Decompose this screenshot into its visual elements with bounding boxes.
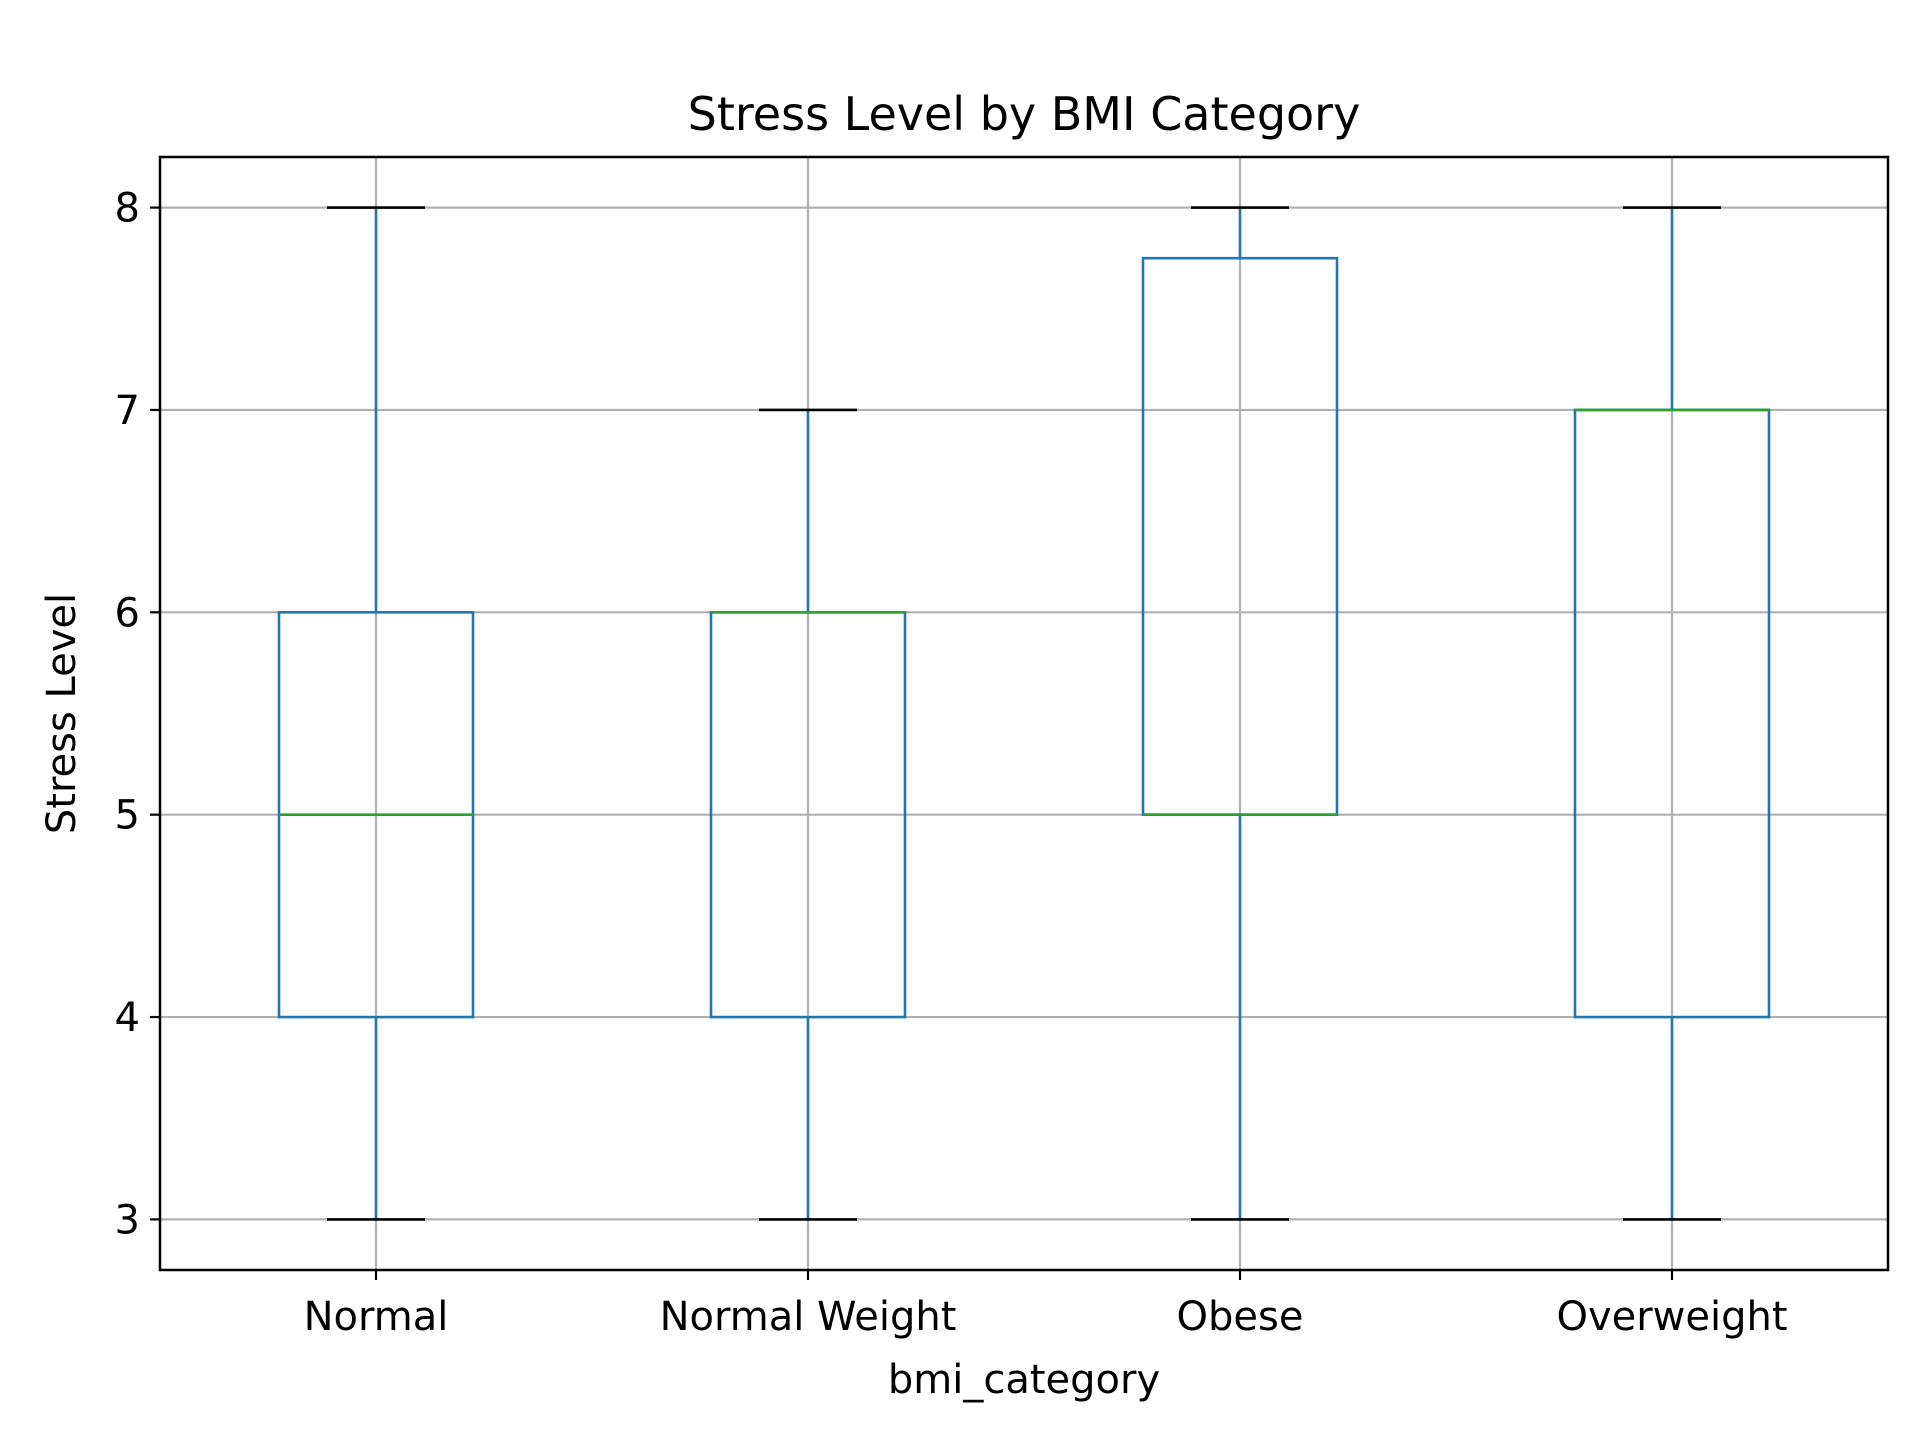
- box-group: [709, 408, 907, 1221]
- x-tick-label: Obese: [1177, 1294, 1304, 1340]
- box-group: [277, 206, 475, 1221]
- y-tick-label: 5: [115, 793, 140, 839]
- x-axis-label: bmi_category: [888, 1357, 1160, 1403]
- x-tick-label: Overweight: [1556, 1294, 1787, 1340]
- y-tick-label: 3: [115, 1197, 140, 1243]
- x-tick-label: Normal Weight: [660, 1294, 957, 1340]
- y-tick-label: 7: [115, 388, 140, 434]
- grid-layer: [160, 157, 1888, 1270]
- y-tick-label: 6: [115, 590, 140, 636]
- box-layer: [277, 206, 1771, 1221]
- x-tick-label: Normal: [304, 1294, 449, 1340]
- y-tick-label: 8: [115, 186, 140, 232]
- box-group: [1573, 206, 1771, 1221]
- tick-layer: 3 4 5 6 7 8 Normal Normal Weight Obese Overweight: [115, 186, 1788, 1340]
- y-axis-label: Stress Level: [39, 593, 85, 834]
- chart-title: Stress Level by BMI Category: [688, 87, 1361, 141]
- plot-frame: [158, 155, 1890, 1272]
- box-group: [1141, 206, 1339, 1221]
- y-tick-label: 4: [115, 995, 140, 1041]
